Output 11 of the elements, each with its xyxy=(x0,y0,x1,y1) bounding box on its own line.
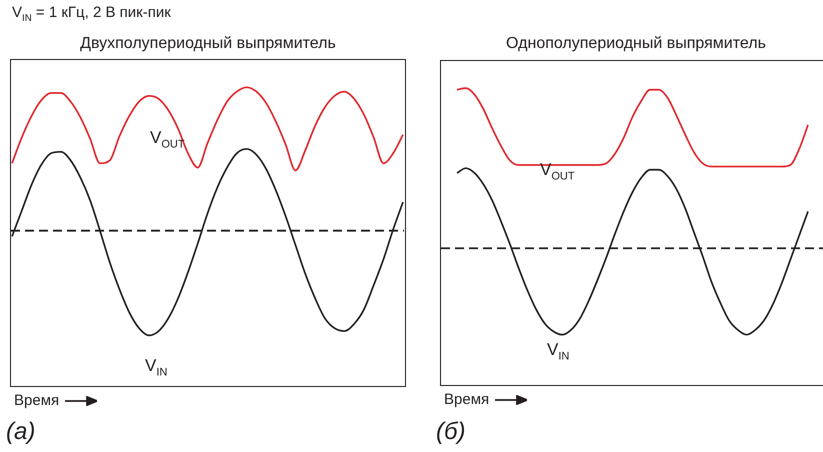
x-axis-title: Время xyxy=(444,391,490,408)
text: V$_{IN}$ = 1 кГц, 2 В пик-пик xyxy=(12,4,171,24)
x-axis-title: Время xyxy=(14,392,60,409)
text: (б) xyxy=(436,418,466,446)
text: (а) xyxy=(6,418,36,446)
series-label: V$_{IN}$ xyxy=(145,356,168,378)
series-label: V$_{OUT}$ xyxy=(540,160,575,182)
series-label: V$_{IN}$ xyxy=(547,340,570,362)
chart-title: Двухполупериодный выпрямитель xyxy=(79,35,337,53)
series-label: V$_{OUT}$ xyxy=(150,128,185,150)
chart-title: Однополупериодный выпрямитель xyxy=(505,35,767,53)
